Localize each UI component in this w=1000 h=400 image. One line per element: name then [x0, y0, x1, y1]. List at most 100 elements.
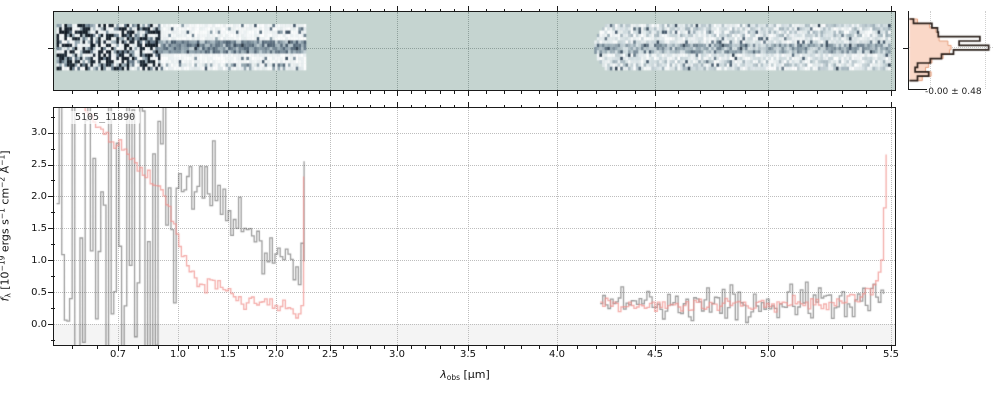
tick-mark	[655, 345, 656, 351]
tick-mark	[635, 90, 636, 94]
tick-mark	[48, 133, 54, 134]
tick-mark	[97, 90, 98, 94]
tick-mark	[238, 8, 239, 12]
x-tick-label: 3.5	[460, 349, 476, 360]
tick-mark	[440, 90, 441, 94]
tick-mark	[384, 345, 385, 349]
tick-mark	[539, 90, 540, 94]
tick-mark	[768, 345, 769, 351]
tick-mark	[298, 8, 299, 12]
tick-mark	[72, 90, 73, 94]
tick-mark	[287, 8, 288, 12]
tick-mark	[228, 102, 229, 108]
tick-mark	[276, 102, 277, 108]
x-tick-label: 2.5	[322, 349, 338, 360]
tick-mark	[51, 149, 55, 150]
tick-mark	[557, 90, 558, 96]
tick-mark	[468, 6, 469, 12]
tick-mark	[188, 345, 189, 349]
tick-mark	[635, 104, 636, 108]
tick-mark	[370, 345, 371, 349]
tick-mark	[539, 104, 540, 108]
tick-mark	[842, 104, 843, 108]
tick-mark	[357, 8, 358, 12]
tick-mark	[330, 90, 331, 96]
x-tick-label: 2.0	[268, 349, 284, 360]
tick-mark	[454, 104, 455, 108]
tick-mark	[138, 104, 139, 108]
tick-mark	[266, 345, 267, 349]
tick-mark	[411, 8, 412, 12]
tick-mark	[745, 8, 746, 12]
tick-mark	[723, 90, 724, 94]
tick-mark	[425, 90, 426, 94]
tick-mark	[138, 90, 139, 94]
tick-mark	[723, 8, 724, 12]
x-tick-label: 1.5	[220, 349, 236, 360]
tick-mark	[48, 292, 54, 293]
tick-mark	[48, 324, 54, 325]
tick-mark	[330, 6, 331, 12]
tick-mark	[257, 90, 258, 94]
spectrum-2d-panel	[53, 11, 896, 91]
tick-mark	[700, 90, 701, 94]
tick-mark	[118, 345, 119, 351]
y-tick-label: 0.0	[31, 319, 47, 330]
tick-mark	[178, 345, 179, 351]
tick-mark	[678, 90, 679, 94]
tick-mark	[343, 104, 344, 108]
tick-mark	[188, 8, 189, 12]
tick-mark	[440, 8, 441, 12]
tick-mark	[521, 90, 522, 94]
tick-mark	[287, 345, 288, 349]
tick-mark	[384, 104, 385, 108]
tick-mark	[257, 345, 258, 349]
tick-mark	[208, 345, 209, 349]
tick-mark	[218, 90, 219, 94]
x-tick-label: 1.0	[170, 349, 186, 360]
tick-mark	[357, 90, 358, 94]
tick-mark	[397, 345, 398, 351]
tick-mark	[72, 104, 73, 108]
tick-mark	[577, 8, 578, 12]
tick-mark	[768, 102, 769, 108]
tick-mark	[891, 90, 892, 96]
tick-mark	[228, 90, 229, 96]
tick-mark	[218, 345, 219, 349]
tick-mark	[635, 8, 636, 12]
tick-mark	[557, 345, 558, 351]
tick-mark	[596, 90, 597, 94]
tick-mark	[486, 345, 487, 349]
tick-mark	[384, 90, 385, 94]
tick-mark	[343, 8, 344, 12]
x-tick-label: 0.7	[110, 349, 126, 360]
tick-mark	[842, 345, 843, 349]
tick-mark	[425, 8, 426, 12]
tick-mark	[411, 345, 412, 349]
tick-mark	[635, 345, 636, 349]
tick-mark	[308, 104, 309, 108]
x-tick-label: 5.5	[883, 349, 899, 360]
tick-mark	[397, 6, 398, 12]
tick-mark	[411, 90, 412, 94]
tick-mark	[700, 104, 701, 108]
tick-mark	[596, 104, 597, 108]
tick-mark	[178, 90, 179, 96]
tick-mark	[793, 8, 794, 12]
tick-mark	[468, 345, 469, 351]
tick-mark	[425, 104, 426, 108]
tick-mark	[51, 276, 55, 277]
tick-mark	[486, 90, 487, 94]
tick-mark	[440, 104, 441, 108]
tick-mark	[51, 212, 55, 213]
tick-mark	[357, 345, 358, 349]
tick-mark	[208, 90, 209, 94]
tick-mark	[842, 90, 843, 94]
tick-mark	[504, 104, 505, 108]
tick-mark	[539, 345, 540, 349]
tick-mark	[178, 102, 179, 108]
tick-mark	[118, 90, 119, 96]
tick-mark	[51, 244, 55, 245]
tick-mark	[247, 104, 248, 108]
histogram-axis-corner	[908, 89, 927, 90]
